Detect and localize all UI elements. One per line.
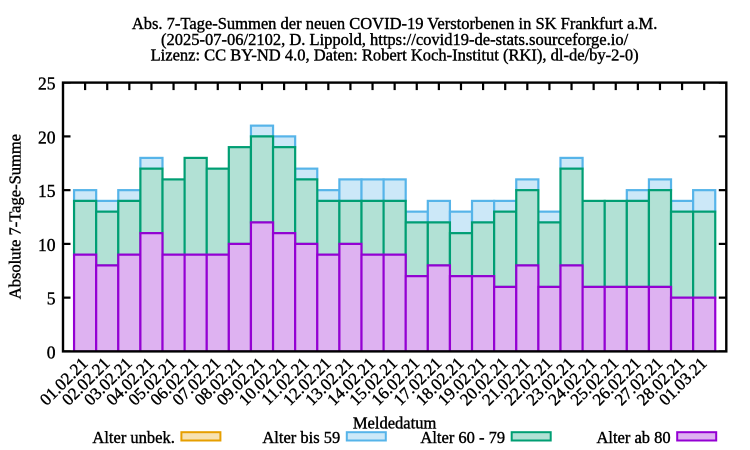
svg-text:Abs. 7-Tage-Summen der neuen C: Abs. 7-Tage-Summen der neuen COVID-19 Ve… — [132, 14, 658, 33]
svg-text:5: 5 — [47, 289, 56, 309]
svg-text:Alter unbek.: Alter unbek. — [92, 428, 174, 447]
svg-text:Alter ab 80: Alter ab 80 — [596, 428, 670, 447]
svg-text:Meldedatum: Meldedatum — [353, 414, 437, 433]
svg-text:Lizenz: CC BY-ND 4.0, Daten: R: Lizenz: CC BY-ND 4.0, Daten: Robert Koch… — [151, 46, 639, 65]
svg-text:Absolute 7-Tage-Summe: Absolute 7-Tage-Summe — [6, 134, 25, 299]
svg-text:25: 25 — [38, 74, 56, 94]
svg-text:10: 10 — [38, 235, 56, 255]
svg-text:0: 0 — [47, 342, 56, 362]
svg-text:15: 15 — [38, 181, 56, 201]
svg-text:20: 20 — [38, 127, 56, 147]
svg-text:Alter 60 - 79: Alter 60 - 79 — [420, 428, 505, 447]
svg-text:(2025-07-06/2102, D. Lippold,: (2025-07-06/2102, D. Lippold, https://co… — [161, 30, 629, 49]
svg-text:Alter bis 59: Alter bis 59 — [262, 428, 340, 447]
